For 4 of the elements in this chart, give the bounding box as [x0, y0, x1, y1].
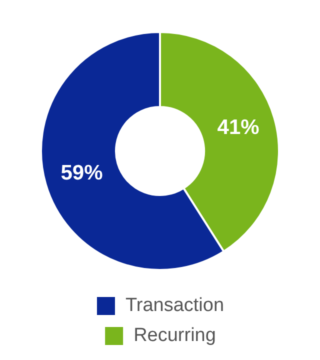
- data-label: 59%: [60, 162, 104, 185]
- legend-label: Transaction: [125, 295, 224, 316]
- legend-label: Recurring: [134, 325, 216, 346]
- data-label: 41%: [217, 116, 260, 140]
